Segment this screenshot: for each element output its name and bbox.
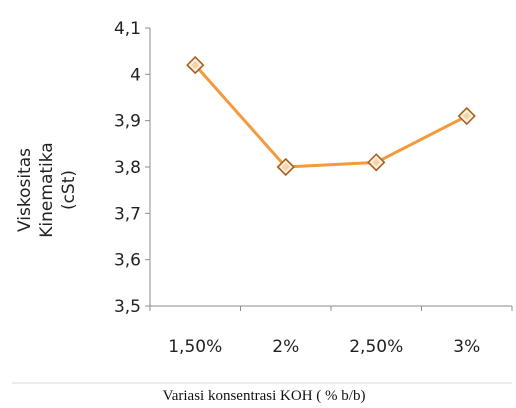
y-tick-label: 3,7 (114, 204, 141, 224)
x-tick-label: 2,50% (349, 337, 403, 357)
series-layer (186, 55, 476, 177)
y-axis-ticks: 3,5 3,6 3,7 3,8 3,9 4 4,1 (114, 19, 150, 317)
data-point-marker-inner (372, 158, 381, 167)
y-tick-label: 3,5 (114, 297, 141, 317)
x-axis-title: Variasi konsentrasi KOH ( % b/b) (163, 388, 366, 404)
series-line (194, 64, 468, 169)
y-axis-title: Viskositas Kinematika (cSt) (15, 142, 79, 237)
y-tick-label: 3,8 (114, 158, 141, 178)
y-tick-label: 3,6 (114, 251, 141, 271)
y-tick-label: 4 (130, 65, 141, 85)
y-tick-label: 3,9 (114, 112, 141, 132)
data-point-marker-inner (281, 163, 290, 171)
y-axis-title-line: Viskositas (15, 148, 35, 232)
y-axis-title-line: Kinematika (37, 142, 57, 237)
x-axis-ticks: 1,50% 2% 2,50% 3% (149, 306, 513, 357)
data-point-marker-inner (191, 61, 200, 70)
data-point-marker-inner (462, 112, 471, 121)
x-tick-label: 2% (272, 337, 299, 357)
x-tick-label: 1,50% (168, 337, 222, 357)
x-tick-label: 3% (453, 337, 480, 357)
y-axis-title-line: (cSt) (59, 170, 79, 210)
y-tick-label: 4,1 (114, 19, 141, 39)
